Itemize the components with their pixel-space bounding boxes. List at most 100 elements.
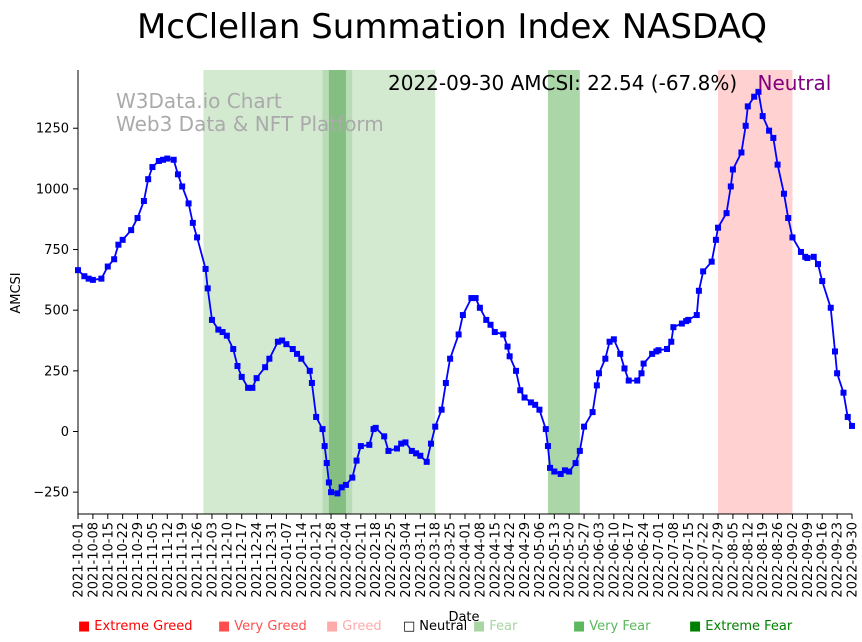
data-point [338,484,345,491]
y-axis: −250 0 250 500 750 1000 1250 [33,70,79,514]
legend-swatch-icon: ■ [78,619,90,634]
data-point [814,261,821,268]
data-point [238,373,245,380]
data-point [349,474,356,481]
data-point [432,423,439,430]
data-point [576,447,583,454]
x-tick-label: 2022-03-18 [429,522,444,598]
data-point [408,447,415,454]
x-tick-label: 2022-05-20 [563,522,578,598]
legend-item-neutral: □ Neutral [403,619,467,634]
data-point [75,267,81,274]
data-point [621,365,628,372]
x-tick-label: 2022-04-01 [459,522,474,598]
data-point [104,263,111,270]
legend-label: Very Greed [234,619,306,634]
x-tick-label: 2022-06-10 [607,522,622,598]
data-point [325,479,332,486]
x-tick-label: 2022-09-02 [786,522,801,598]
y-tick-label: 1250 [36,122,69,137]
x-tick-label: 2022-07-22 [697,522,712,598]
data-point [744,103,751,110]
x-tick-label: 2022-04-29 [518,522,533,598]
chart-title: McClellan Summation Index NASDAQ [137,7,767,47]
data-point [313,413,320,420]
data-point [417,452,424,459]
data-point [423,458,430,465]
data-point [385,447,392,454]
data-point [602,355,609,362]
status-label: Neutral [758,71,832,95]
data-point [606,338,613,345]
x-tick-label: 2021-11-05 [146,522,161,598]
data-point [670,324,677,331]
data-point [566,468,573,475]
data-point [140,198,147,205]
data-point [245,384,252,391]
data-point [589,409,596,416]
x-tick-label: 2021-12-31 [265,522,280,598]
x-tick-label: 2022-04-22 [503,522,518,598]
data-point [215,326,222,333]
data-point [844,413,851,420]
data-point [342,481,349,488]
data-point [723,210,730,217]
data-point [447,355,454,362]
legend-label: Greed [342,619,381,634]
data-point [189,219,196,226]
data-point [785,215,792,221]
legend-item-very-fear: ■ Very Fear [573,619,651,634]
data-point [766,127,773,134]
data-point [393,445,400,452]
x-tick-label: 2022-06-17 [622,522,637,598]
x-tick-label: 2021-10-29 [131,522,146,598]
data-point [695,287,702,294]
x-tick-label: 2022-01-21 [310,522,325,598]
x-axis-label: Date [448,610,479,625]
x-tick-label: 2022-07-29 [712,522,727,598]
data-point [128,227,135,234]
legend-label: Extreme Fear [705,619,793,634]
x-tick-label: 2021-12-10 [220,522,235,598]
data-point [708,258,715,265]
x-tick-label: 2022-08-19 [756,522,771,598]
data-point [81,273,88,280]
data-point [849,422,855,429]
data-point [208,316,215,323]
legend-swatch-icon: ■ [473,619,485,634]
legend-swatch-icon: ■ [573,619,585,634]
x-tick-label: 2021-11-19 [176,522,191,598]
x-tick-label: 2022-01-07 [280,522,295,598]
data-point [840,389,847,396]
y-tick-label: 0 [61,425,69,440]
data-point [279,337,286,344]
x-tick-label: 2022-08-05 [726,522,741,598]
data-point [827,304,834,311]
data-point [253,375,260,382]
data-point [366,441,373,448]
legend-label: Fear [489,619,518,634]
data-point [617,350,624,357]
x-tick-label: 2022-05-06 [533,522,548,598]
data-point [185,200,192,207]
data-point [831,348,838,355]
data-point [729,166,736,173]
x-tick-label: 2021-10-08 [86,522,101,598]
x-tick-label: 2022-07-08 [667,522,682,598]
watermark-line1: W3Data.io Chart [116,89,282,113]
legend-swatch-icon: ■ [218,619,230,634]
data-point [164,155,171,162]
data-point [179,183,186,190]
data-point [155,157,162,164]
x-tick-label: 2022-02-18 [369,522,384,598]
data-point [755,88,762,95]
legend-swatch-icon: □ [403,619,415,634]
data-point [521,394,528,401]
data-point [85,275,92,282]
status-date-value: 2022-09-30 AMCSI: 22.54 (-67.8%) [388,71,737,95]
data-point [483,316,490,323]
x-tick-label: 2022-03-04 [399,522,414,598]
data-point [249,384,256,391]
data-point [234,363,241,369]
